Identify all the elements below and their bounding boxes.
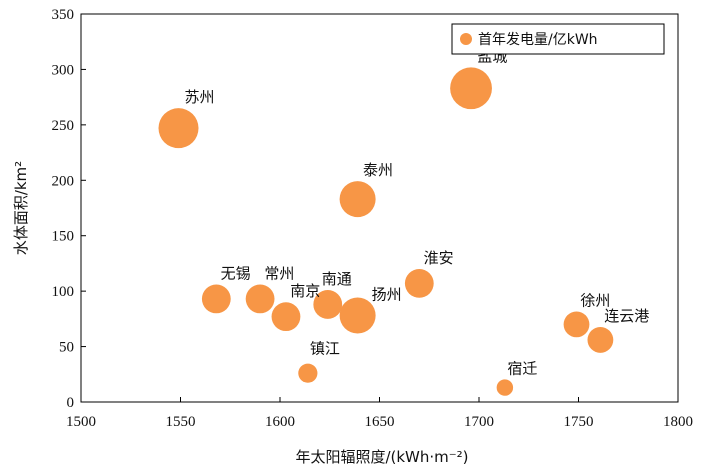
- bubble: [271, 302, 301, 332]
- bubble: [339, 297, 376, 334]
- bubble-label: 南通: [322, 270, 352, 288]
- x-tick-label: 1600: [265, 414, 295, 430]
- bubble-label: 连云港: [604, 307, 649, 325]
- x-tick-label: 1800: [663, 414, 693, 430]
- bubble-label: 苏州: [185, 88, 215, 106]
- bubble: [450, 67, 492, 110]
- bubble: [313, 290, 343, 319]
- x-tick-label: 1650: [365, 414, 395, 430]
- y-tick-label: 150: [52, 229, 75, 245]
- x-tick-label: 1750: [564, 414, 594, 430]
- bubble-series: [158, 67, 614, 396]
- y-tick-label: 300: [52, 62, 75, 78]
- bubble-label: 淮安: [424, 249, 454, 267]
- bubble: [245, 284, 275, 314]
- y-tick-label: 50: [59, 340, 74, 356]
- bubble-label: 扬州: [372, 286, 402, 304]
- legend-box: [451, 23, 665, 55]
- y-tick-label: 0: [67, 395, 75, 411]
- bubble-label: 常州: [264, 265, 294, 283]
- legend-marker: [460, 33, 472, 45]
- bubble-label: 镇江: [310, 340, 340, 358]
- legend: 首年发电量/亿kWh: [451, 23, 665, 55]
- bubble: [496, 379, 514, 396]
- x-tick-label: 1500: [66, 414, 96, 430]
- bubble-label: 南京: [290, 282, 320, 300]
- y-tick-label: 250: [52, 118, 75, 134]
- x-tick-label: 1550: [166, 414, 196, 430]
- bubble: [298, 363, 318, 383]
- bubble: [158, 108, 199, 149]
- x-tick-label: 1700: [464, 414, 494, 430]
- y-tick-label: 100: [52, 284, 75, 300]
- y-axis: 0 50 100 150 200 250 300 350: [52, 7, 86, 411]
- y-tick-label: 350: [52, 7, 75, 23]
- x-axis-label: 年太阳辐照度/(kWh·m⁻²): [295, 448, 468, 466]
- y-axis-label: 水体面积/km²: [12, 161, 30, 255]
- bubble: [563, 311, 590, 338]
- bubble-label: 泰州: [363, 161, 393, 179]
- x-axis: 1500 1550 1600 1650 1700 1750 1800: [66, 397, 693, 430]
- bubble: [201, 284, 231, 314]
- bubble-label: 宿迁: [507, 359, 537, 377]
- bubble: [404, 268, 434, 298]
- bubble: [339, 181, 376, 218]
- legend-label: 首年发电量/亿kWh: [478, 32, 598, 48]
- bubble-label: 无锡: [221, 265, 251, 283]
- bubble-label: 徐州: [580, 292, 610, 310]
- bubble: [587, 327, 614, 353]
- y-tick-label: 200: [52, 173, 75, 189]
